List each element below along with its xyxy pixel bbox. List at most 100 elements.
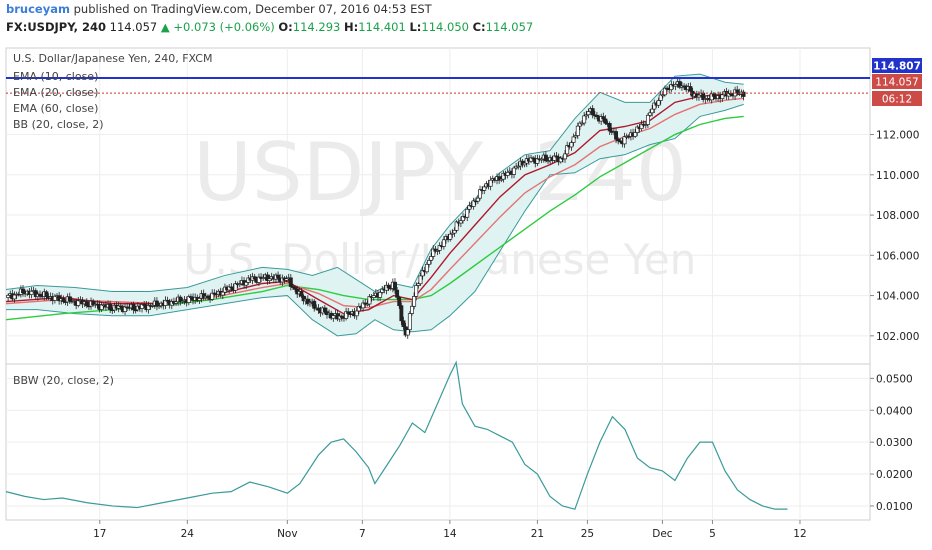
candle-body: [395, 289, 400, 298]
candle-body: [67, 296, 72, 302]
time-tick-label-9: 12: [793, 528, 806, 540]
author-link[interactable]: bruceyam: [6, 2, 70, 16]
candle-body: [441, 239, 446, 247]
candle-body: [673, 84, 678, 87]
candle-body: [265, 274, 270, 281]
candle-body: [554, 155, 559, 158]
candle-body: [571, 136, 576, 143]
candle-body: [639, 123, 644, 130]
bbw-tick-label-0: 0.0100: [876, 501, 913, 513]
candle-body: [220, 291, 225, 296]
candle-body: [512, 167, 516, 175]
candle-body: [648, 112, 653, 116]
candle-body: [293, 287, 298, 290]
price-axis[interactable]: 102.000 104.000 106.000 108.000 110.000 112.0…: [870, 130, 919, 343]
candle-body: [427, 259, 431, 265]
candle-body: [448, 233, 453, 240]
candle-body: [150, 305, 155, 307]
candle-body: [367, 296, 372, 305]
candle-body: [650, 108, 655, 114]
candle-body: [452, 229, 457, 234]
candle-body: [522, 162, 527, 166]
candle-body: [529, 157, 533, 162]
bbw-tick-label-3: 0.0400: [876, 405, 913, 417]
resistance-value: 114.807: [873, 61, 921, 73]
close-label: C:: [472, 20, 486, 34]
candle-body: [227, 286, 232, 291]
indicator-bb[interactable]: BB (20, close, 2): [13, 118, 104, 131]
candle-body: [186, 296, 191, 303]
candle-body: [635, 126, 640, 133]
candle-body: [720, 94, 725, 100]
price-tick-label-4: 110.000: [876, 170, 919, 182]
bbw-axis[interactable]: 0.0100 0.0200 0.0300 0.0400 0.0500: [870, 373, 913, 513]
bbw-series: [5, 360, 788, 510]
candle-body: [669, 84, 674, 91]
candle-body: [237, 283, 242, 286]
candle-body: [488, 179, 493, 187]
candle-body: [363, 302, 368, 305]
candle-body: [365, 303, 370, 306]
candle-body: [633, 132, 638, 137]
high-value: 114.401: [358, 20, 406, 34]
candle-body: [12, 294, 17, 300]
time-axis[interactable]: 17 24 Nov 7 14 21 25 Dec 5 12: [93, 520, 807, 540]
candle-body: [356, 306, 361, 312]
candle-body: [575, 125, 580, 136]
price-tick-label-2: 106.000: [876, 250, 919, 262]
candle-body: [322, 307, 327, 312]
candle-body: [601, 116, 606, 120]
candle-body: [471, 200, 476, 207]
candle-body: [288, 277, 293, 287]
candle-body: [399, 305, 404, 322]
price-tick-label-5: 112.000: [876, 130, 919, 142]
candle-body: [252, 276, 257, 280]
indicator-ema60[interactable]: EMA (60, close): [13, 102, 98, 115]
candle-body: [465, 208, 470, 218]
candle-body: [552, 155, 557, 161]
candle-body: [656, 100, 661, 106]
candle-body: [711, 93, 716, 97]
publish-header: bruceyam published on TradingView.com, D…: [6, 2, 432, 16]
indicator-ema10[interactable]: EMA (10, close): [13, 70, 98, 83]
candle-body: [580, 122, 584, 125]
time-tick-label-5: 21: [531, 528, 544, 540]
candle-body: [339, 315, 344, 318]
candle-body: [6, 294, 11, 298]
candle-body: [354, 310, 359, 317]
candle-body: [516, 165, 521, 168]
candle-body: [284, 278, 289, 281]
candle-body: [435, 250, 440, 252]
bbw-title[interactable]: BBW (20, close, 2): [13, 374, 114, 387]
symbol-label[interactable]: FX:USDJPY, 240: [6, 20, 106, 34]
ema60-line: [5, 115, 744, 321]
bar-countdown: 06:12: [882, 94, 912, 106]
bb-upper-line: [5, 73, 744, 293]
price-tick-label-3: 108.000: [876, 210, 919, 222]
candle-body: [233, 283, 238, 291]
candle-body: [431, 248, 436, 257]
time-tick-label-1: 24: [181, 528, 195, 540]
candle-body: [709, 93, 714, 101]
indicator-ema20[interactable]: EMA (20, close): [13, 86, 98, 99]
bollinger-bands: [5, 73, 744, 337]
last-price-value: 114.057: [875, 77, 918, 89]
candle-body: [163, 299, 168, 306]
candle-body: [475, 197, 480, 202]
candle-body: [380, 288, 385, 293]
candle-body: [197, 298, 202, 301]
candle-body: [44, 291, 49, 297]
candle-body: [478, 189, 482, 199]
candle-body: [276, 274, 281, 279]
candle-body: [414, 285, 419, 297]
candle-body: [371, 295, 376, 298]
time-tick-label-2: Nov: [277, 528, 298, 540]
publish-info: published on TradingView.com, December 0…: [73, 2, 432, 16]
candle-body: [305, 298, 310, 305]
candle-body: [418, 275, 423, 285]
candle-body: [312, 300, 317, 309]
candle-body: [577, 122, 582, 127]
candle-body: [497, 176, 502, 181]
candle-body: [401, 320, 406, 328]
